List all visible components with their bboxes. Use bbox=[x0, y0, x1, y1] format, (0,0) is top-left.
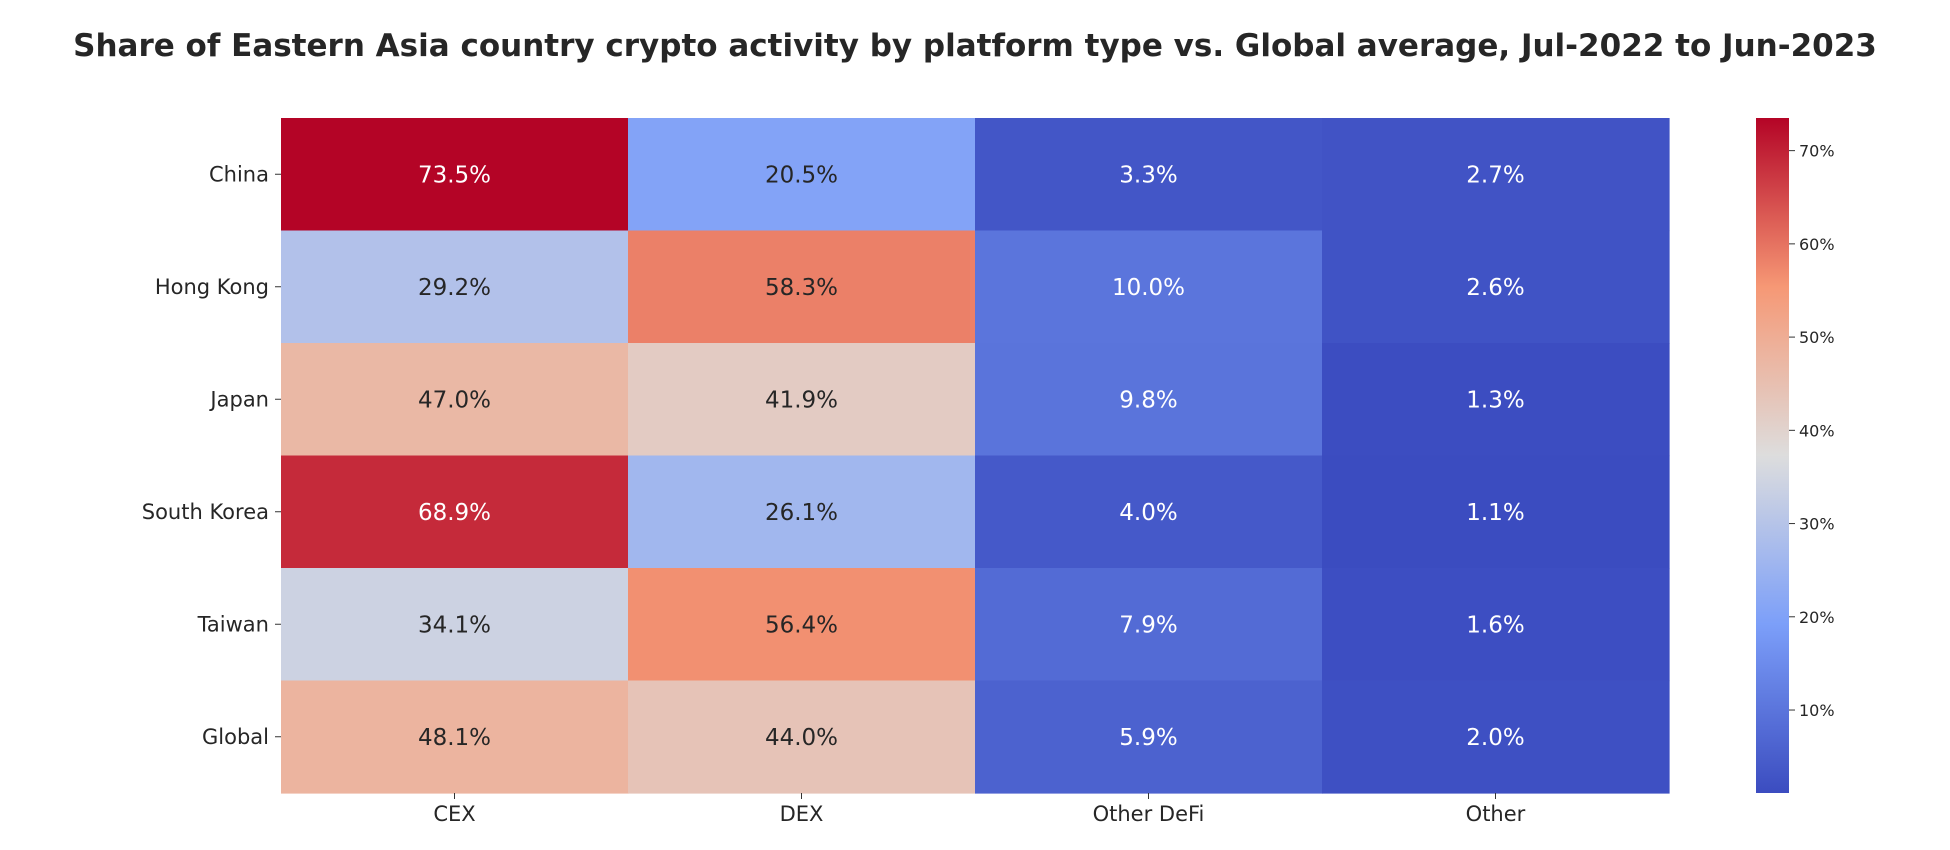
cell-value-label: 48.1% bbox=[418, 725, 491, 751]
chart-title: Share of Eastern Asia country crypto act… bbox=[73, 28, 1877, 64]
colorbar-tick-label: 60% bbox=[1799, 235, 1835, 254]
heatmap-cell bbox=[628, 230, 976, 344]
cell-value-label: 34.1% bbox=[418, 612, 491, 638]
cell-value-label: 20.5% bbox=[765, 162, 838, 188]
cell-value-label: 47.0% bbox=[418, 387, 491, 413]
heatmap-cell bbox=[975, 118, 1323, 232]
cell-value-label: 56.4% bbox=[765, 612, 838, 638]
cell-value-label: 2.6% bbox=[1466, 275, 1524, 301]
colorbar-tick-label: 10% bbox=[1799, 701, 1835, 720]
cell-value-label: 2.7% bbox=[1466, 162, 1524, 188]
heatmap-cell bbox=[975, 343, 1323, 457]
cell-value-label: 29.2% bbox=[418, 275, 491, 301]
cell-value-label: 5.9% bbox=[1119, 725, 1177, 751]
cell-value-label: 4.0% bbox=[1119, 500, 1177, 526]
heatmap-cell bbox=[1322, 680, 1670, 794]
column-label: DEX bbox=[780, 802, 824, 826]
heatmap-cell bbox=[975, 455, 1323, 569]
heatmap-cell bbox=[1322, 455, 1670, 569]
heatmap-cell bbox=[628, 680, 976, 794]
row-labels: China Hong Kong Japan South Korea Taiwan Glob… bbox=[142, 162, 281, 749]
colorbar: 10% 20% 30% 40% 50% 60% 70% bbox=[1756, 118, 1835, 793]
colorbar-gradient bbox=[1756, 118, 1789, 793]
heatmap-cell bbox=[628, 455, 976, 569]
heatmap-cell bbox=[281, 568, 629, 682]
row-label: China bbox=[209, 162, 269, 186]
heatmap-cells: 73.5% 20.5% 3.3% 2.7% 29.2% 58.3% 10.0% 2.6% 47.… bbox=[281, 118, 1670, 794]
column-labels: CEX DEX Other DeFi Other bbox=[433, 793, 1526, 826]
colorbar-tick-label: 40% bbox=[1799, 421, 1835, 440]
column-label: Other DeFi bbox=[1093, 802, 1205, 826]
column-label: Other bbox=[1466, 802, 1526, 826]
heatmap-cell bbox=[975, 568, 1323, 682]
cell-value-label: 7.9% bbox=[1119, 612, 1177, 638]
row-label: Japan bbox=[208, 387, 269, 411]
row-label: Taiwan bbox=[197, 612, 269, 636]
heatmap-cell bbox=[1322, 568, 1670, 682]
row-label: Global bbox=[202, 725, 269, 749]
heatmap-cell bbox=[975, 680, 1323, 794]
cell-value-label: 73.5% bbox=[418, 162, 491, 188]
heatmap-cell bbox=[628, 343, 976, 457]
heatmap-cell bbox=[1322, 118, 1670, 232]
cell-value-label: 2.0% bbox=[1466, 725, 1524, 751]
cell-value-label: 9.8% bbox=[1119, 387, 1177, 413]
colorbar-tick-label: 30% bbox=[1799, 515, 1835, 534]
row-label: South Korea bbox=[142, 500, 269, 524]
colorbar-tick-label: 70% bbox=[1799, 142, 1835, 161]
heatmap-cell bbox=[281, 680, 629, 794]
heatmap-cell bbox=[1322, 230, 1670, 344]
cell-value-label: 3.3% bbox=[1119, 162, 1177, 188]
cell-value-label: 58.3% bbox=[765, 275, 838, 301]
heatmap-cell bbox=[281, 455, 629, 569]
heatmap-cell bbox=[628, 118, 976, 232]
heatmap-cell bbox=[281, 118, 629, 232]
cell-value-label: 68.9% bbox=[418, 500, 491, 526]
column-label: CEX bbox=[433, 802, 475, 826]
cell-value-label: 10.0% bbox=[1112, 275, 1185, 301]
cell-value-label: 44.0% bbox=[765, 725, 838, 751]
heatmap-cell bbox=[281, 343, 629, 457]
cell-value-label: 26.1% bbox=[765, 500, 838, 526]
cell-value-label: 1.6% bbox=[1466, 612, 1524, 638]
cell-value-label: 41.9% bbox=[765, 387, 838, 413]
colorbar-tick-label: 20% bbox=[1799, 608, 1835, 627]
heatmap-cell bbox=[628, 568, 976, 682]
cell-value-label: 1.3% bbox=[1466, 387, 1524, 413]
row-label: Hong Kong bbox=[155, 275, 269, 299]
heatmap-cell bbox=[975, 230, 1323, 344]
heatmap-cell bbox=[1322, 343, 1670, 457]
heatmap-cell bbox=[281, 230, 629, 344]
cell-value-label: 1.1% bbox=[1466, 500, 1524, 526]
colorbar-tick-label: 50% bbox=[1799, 328, 1835, 347]
